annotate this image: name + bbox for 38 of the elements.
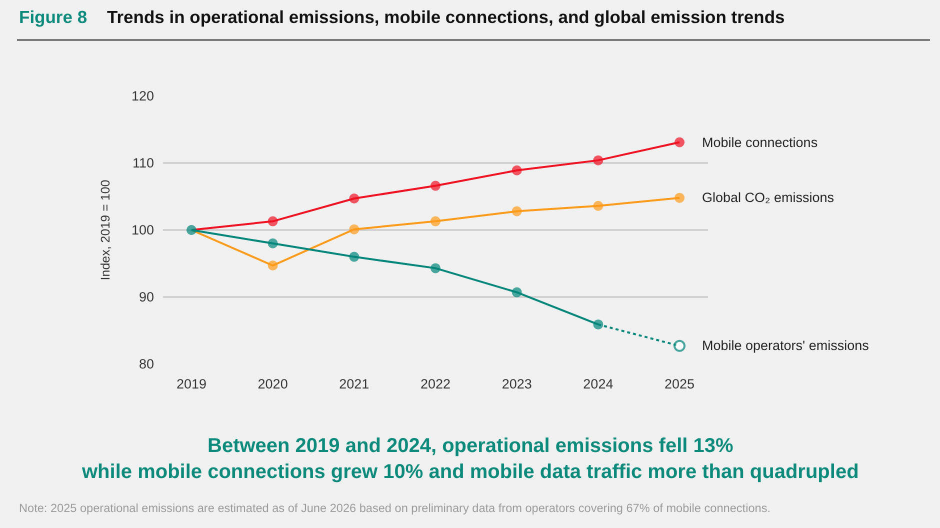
y-axis-title: Index, 2019 = 100 bbox=[98, 180, 113, 280]
x-tick-label: 2021 bbox=[339, 376, 370, 392]
point bbox=[593, 200, 604, 211]
point bbox=[593, 155, 604, 166]
series-label: Global CO₂ emissions bbox=[702, 190, 834, 205]
y-tick-label: 120 bbox=[131, 88, 154, 104]
series-label: Mobile operators' emissions bbox=[702, 338, 870, 353]
point bbox=[430, 216, 440, 226]
y-tick-label: 100 bbox=[131, 222, 154, 238]
point bbox=[186, 225, 196, 235]
point bbox=[430, 263, 440, 274]
x-tick-label: 2022 bbox=[420, 376, 451, 392]
point bbox=[268, 260, 278, 271]
point bbox=[512, 206, 522, 216]
x-tick-label: 2020 bbox=[258, 376, 288, 392]
x-tick-label: 2023 bbox=[502, 376, 532, 392]
x-tick-label: 2019 bbox=[176, 376, 206, 392]
chart-title: Figure 8 bbox=[19, 7, 88, 27]
point bbox=[268, 216, 278, 226]
point bbox=[674, 340, 686, 352]
point bbox=[512, 165, 522, 176]
point bbox=[349, 194, 360, 204]
point bbox=[674, 137, 685, 148]
point bbox=[674, 192, 685, 203]
y-tick-label: 110 bbox=[132, 156, 154, 171]
point bbox=[512, 287, 522, 298]
x-tick-label: 2025 bbox=[664, 376, 695, 392]
series-label: Mobile connections bbox=[702, 135, 818, 150]
point bbox=[349, 252, 360, 262]
point bbox=[268, 238, 278, 248]
chart-subtitle: Trends in operational emissions, mobile connections, and global emission trends bbox=[107, 7, 786, 27]
text: Between 2019 and 2024, operational emissions fell 13% while mobile connections grew 10% and mobile data traffic more than quadrupled bbox=[81, 435, 859, 483]
y-tick-label: 90 bbox=[138, 290, 154, 305]
point bbox=[349, 224, 360, 234]
point bbox=[430, 180, 440, 191]
x-tick-label: 2024 bbox=[583, 376, 614, 392]
text: Note: 2025 operational emissions are estimated as of June 2026 based on preliminary data from operators covering 67% of mobile connections. bbox=[19, 501, 770, 515]
y-tick-label: 80 bbox=[138, 356, 154, 372]
